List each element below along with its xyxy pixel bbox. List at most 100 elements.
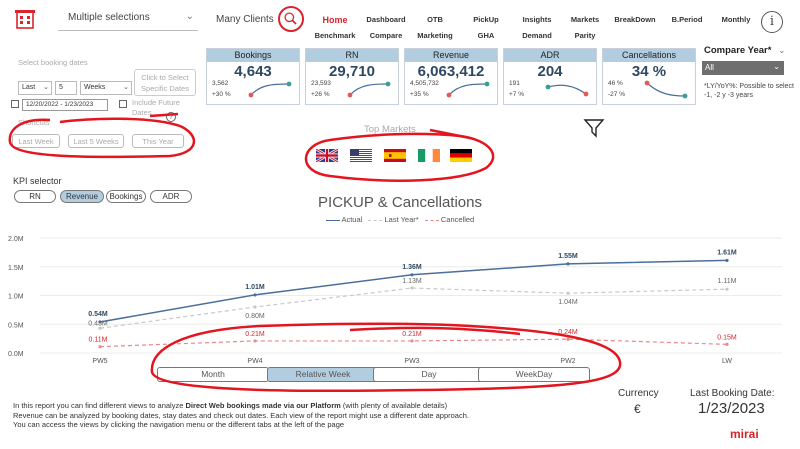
nav-monthly[interactable]: Monthly [716, 12, 756, 28]
nav-label: Home [322, 15, 348, 25]
include-future-checkbox[interactable] [119, 100, 127, 108]
kpi-sparkline [545, 84, 589, 97]
nav-markets[interactable]: Markets Parity [563, 12, 607, 44]
date-range-field[interactable]: 12/20/2022 - 1/23/2023 [22, 99, 108, 111]
kpi-title: Cancellations [603, 49, 695, 62]
period-mode-value: Last [22, 84, 36, 91]
clients-label[interactable]: Many Clients [216, 14, 274, 25]
nav-dashboard[interactable]: Dashboard Compare [360, 12, 412, 44]
shortcut-last-week[interactable]: Last Week [12, 134, 60, 148]
us-flag-icon[interactable] [350, 149, 372, 162]
calendar-icon[interactable] [11, 100, 19, 108]
kpi-last-year: 23,593 [311, 80, 331, 87]
period-month-button[interactable]: Month [157, 367, 269, 382]
nav-otb[interactable]: OTB Marketing [412, 12, 458, 44]
nav-breakdown[interactable]: BreakDown [611, 12, 659, 28]
kpi-change: +7 % [509, 91, 524, 98]
compare-year-value: All [705, 63, 714, 72]
shortcuts-label: Shortcuts [18, 118, 50, 127]
nav-sub: Compare [369, 31, 403, 40]
kpi-option-revenue[interactable]: Revenue [60, 190, 104, 203]
ireland-flag-icon[interactable] [418, 149, 440, 162]
legend-cancel-swatch [424, 219, 439, 221]
period-count-input[interactable]: 5 [55, 81, 77, 95]
description-line-2: Revenue can be analyzed by booking dates… [13, 410, 469, 420]
nav-bperiod[interactable]: B.Period [665, 12, 709, 28]
nav-label: Markets [570, 15, 600, 24]
kpi-option-adr[interactable]: ADR [150, 190, 192, 203]
help-icon[interactable]: ? [166, 112, 176, 122]
shortcut-this-year[interactable]: This Year [132, 134, 184, 148]
period-mode-select[interactable]: Last ⌄ [18, 81, 52, 95]
shortcut-last-5-weeks[interactable]: Last 5 Weeks [68, 134, 124, 148]
kpi-option-rn[interactable]: RN [14, 190, 56, 203]
spain-flag-icon[interactable] [384, 149, 406, 162]
specific-dates-button[interactable]: Click to Select Specific Dates [134, 69, 196, 96]
nav-home[interactable]: Home Benchmark [314, 12, 356, 44]
hotel-selector-value: Multiple selections [68, 12, 150, 23]
data-point [253, 305, 257, 309]
data-label: 0.11M [89, 337, 108, 344]
x-tick-label: PW5 [92, 358, 107, 365]
period-unit-select[interactable]: Weeks ⌄ [80, 81, 132, 95]
chevron-down-icon[interactable]: ⌄ [778, 45, 786, 55]
data-label: 0.21M [245, 331, 265, 338]
last-booking-value: 1/23/2023 [698, 400, 765, 417]
legend-last-year: Last Year* [384, 215, 419, 224]
data-point [725, 258, 729, 263]
data-label: 1.01M [245, 284, 265, 291]
kpi-last-year: 4,505,732 [410, 80, 439, 87]
data-label: 0.24M [558, 329, 578, 336]
nav-pickup[interactable]: PickUp GHA [465, 12, 507, 44]
data-label: 1.04M [558, 299, 578, 306]
hotel-icon[interactable] [14, 8, 36, 30]
legend-actual: Actual [341, 215, 363, 224]
x-tick-label: PW3 [404, 358, 419, 365]
kpi-last-year: 191 [509, 80, 520, 87]
data-label: 0.43M [88, 320, 108, 327]
nav-label: PickUp [473, 15, 499, 24]
kpi-sparkline [248, 81, 292, 98]
chart-legend: Actual Last Year* Cancelled [0, 215, 800, 224]
kpi-title: RN [306, 49, 398, 62]
kpi-title: Revenue [405, 49, 497, 62]
hotel-selector[interactable]: Multiple selections ⌄ [58, 7, 198, 31]
data-point [566, 337, 570, 341]
nav-insights[interactable]: Insights Demand [516, 12, 558, 44]
kpi-value: 6,063,412 [417, 63, 485, 80]
data-point [566, 291, 570, 295]
chevron-down-icon: ⌄ [43, 84, 49, 91]
data-point [725, 287, 729, 291]
legend-ly-swatch [368, 219, 383, 221]
filter-icon[interactable] [583, 118, 605, 138]
x-tick-label: PW2 [560, 358, 575, 365]
data-point [566, 262, 570, 266]
search-icon[interactable] [278, 6, 304, 32]
period-day-button[interactable]: Day [373, 367, 485, 382]
germany-flag-icon[interactable] [450, 149, 472, 162]
legend-cancelled: Cancelled [440, 215, 475, 224]
annotation-mark-markets [429, 128, 471, 140]
x-tick-label: LW [722, 358, 732, 365]
period-weekday-button[interactable]: WeekDay [478, 367, 590, 382]
data-label: 0.54M [88, 311, 108, 318]
data-label: 1.11M [718, 278, 737, 285]
include-future-label: Include Future Dates [132, 98, 180, 117]
kpi-card-cancellations: Cancellations 34 % 46 % -27 % [602, 48, 696, 105]
kpi-sparkline [347, 81, 391, 98]
kpi-card-revenue: Revenue 6,063,412 4,505,732 +35 % [404, 48, 498, 105]
nav-label: BreakDown [614, 15, 656, 24]
compare-year-select[interactable]: All ⌄ [702, 61, 784, 75]
compare-year-title: Compare Year* [704, 45, 772, 56]
data-point [253, 293, 257, 297]
nav-label: Insights [522, 15, 552, 24]
data-label: 1.36M [402, 264, 422, 271]
kpi-change: +30 % [212, 91, 231, 98]
kpi-option-bookings[interactable]: Bookings [106, 190, 146, 203]
info-icon[interactable]: i [761, 11, 783, 33]
booking-dates-label: Select booking dates [18, 58, 88, 67]
period-relative-week-button[interactable]: Relative Week [267, 367, 379, 382]
data-label: 1.61M [717, 249, 737, 256]
uk-flag-icon[interactable] [316, 149, 338, 162]
kpi-title: ADR [504, 49, 596, 62]
